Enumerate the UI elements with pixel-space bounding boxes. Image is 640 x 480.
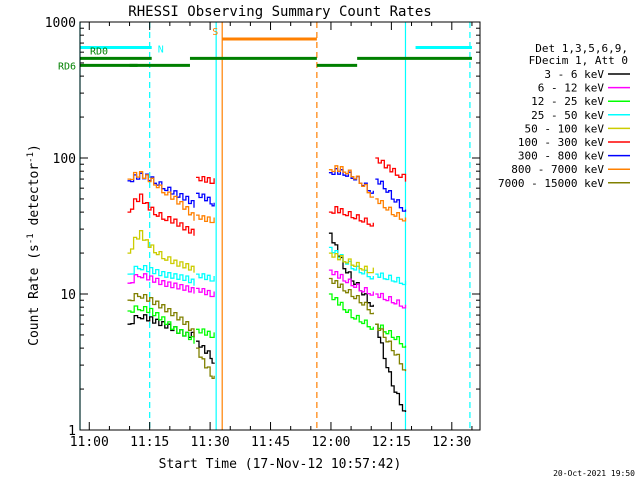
plot-frame (79, 21, 481, 431)
series-line (328, 165, 374, 198)
y-axis-label: Count Rate (s-1 detector-1) (26, 144, 42, 346)
series-line (375, 292, 407, 309)
series-line (196, 328, 215, 339)
chart-legend: Det 1,3,5,6,9,FDecim 1, Att 03 - 6 keV6 … (498, 42, 630, 190)
x-tick-label: 11:45 (251, 435, 290, 450)
series-line (328, 293, 374, 330)
series-line (196, 287, 215, 298)
series-line (328, 252, 374, 274)
x-tick-label: 12:15 (372, 435, 411, 450)
series-line (127, 171, 195, 221)
series-line (375, 272, 407, 286)
legend-entry-label: 800 - 7000 keV (511, 163, 604, 176)
footer-timestamp: 20-Oct-2021 19:50 (553, 469, 635, 478)
series-7 (127, 165, 407, 224)
y-tick-label: 100 (53, 152, 76, 167)
series-line (127, 305, 195, 344)
vertical-marker-lines (79, 22, 471, 430)
legend-entry-label: 12 - 25 keV (531, 95, 604, 108)
x-tick-label: 12:00 (311, 435, 350, 450)
series-8 (127, 277, 407, 380)
series-0 (127, 232, 407, 412)
legend-entry-label: 100 - 300 keV (518, 136, 604, 149)
series-5 (127, 157, 407, 236)
series-line (196, 214, 215, 224)
status-bars: S RD0 RD6 N (58, 27, 472, 72)
status-bar-label: RD0 (90, 46, 108, 57)
series-line (127, 193, 195, 236)
series-line (127, 172, 195, 208)
series-line (328, 246, 374, 280)
x-tick-label: 11:15 (130, 435, 169, 450)
axes-group: 1 10 100 1000 11:00 11:15 11:30 11:45 12:00 12:15… (45, 16, 481, 450)
series-line (375, 198, 407, 222)
y-tick-label: 10 (60, 288, 76, 303)
x-axis-label: Start Time (17-Nov-12 10:57:42) (159, 457, 402, 472)
series-6 (127, 168, 407, 212)
legend-header: Det 1,3,5,6,9, (535, 42, 628, 55)
chart-title: RHESSI Observing Summary Count Rates (128, 4, 431, 20)
x-tick-label: 12:30 (432, 435, 471, 450)
series-line (375, 157, 407, 182)
legend-entry-label: 25 - 50 keV (531, 109, 604, 122)
series-line (127, 230, 195, 273)
series-line (375, 323, 407, 348)
x-tick-label: 11:30 (191, 435, 230, 450)
legend-entry-label: 7000 - 15000 keV (498, 177, 604, 190)
series-line (196, 347, 215, 380)
legend-entry-label: 3 - 6 keV (544, 68, 604, 81)
series-line (196, 192, 215, 207)
series-line (196, 340, 215, 364)
series-line (127, 264, 195, 286)
series-line (127, 292, 195, 338)
series-line (375, 178, 407, 212)
series-line (196, 273, 215, 282)
series-line (328, 206, 374, 227)
series-line (127, 314, 195, 339)
series-3 (127, 246, 407, 286)
legend-entry-label: 50 - 100 keV (525, 122, 605, 135)
legend-entry-label: 300 - 800 keV (518, 150, 604, 163)
y-tick-label: 1 (68, 424, 76, 439)
x-tick-label: 11:00 (70, 435, 109, 450)
series-line (375, 323, 407, 372)
legend-entry-label: 6 - 12 keV (538, 82, 605, 95)
status-bar-label: N (158, 44, 164, 55)
series-4 (127, 230, 374, 274)
series-line (196, 175, 215, 184)
series-line (328, 277, 374, 315)
series-group (127, 157, 407, 412)
series-line (127, 273, 195, 294)
series-line (375, 323, 407, 412)
status-bar-label: RD6 (58, 61, 76, 72)
y-tick-label: 1000 (45, 16, 76, 31)
legend-header: FDecim 1, Att 0 (529, 54, 628, 67)
status-bar-label: S (212, 27, 218, 38)
series-1 (127, 269, 407, 309)
series-line (328, 269, 374, 296)
series-2 (127, 293, 407, 348)
